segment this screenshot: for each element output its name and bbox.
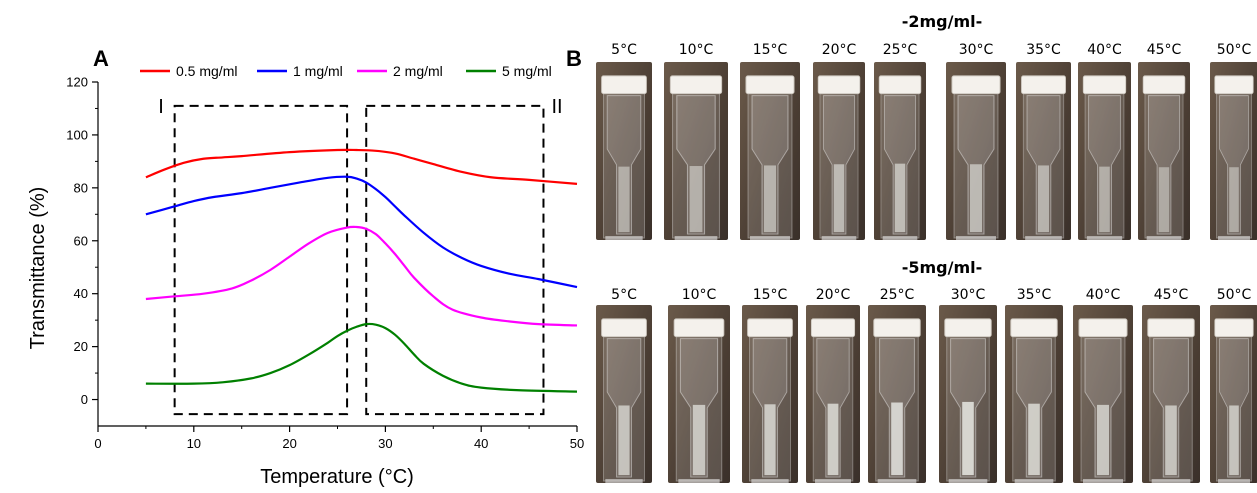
panel-b-letter: B — [566, 46, 582, 71]
photo-temp-label: 30°C — [958, 42, 994, 58]
chart-legend: 0.5 mg/ml 1 mg/ml 2 mg/ml 5 mg/ml — [140, 63, 552, 79]
legend-label-2: 1 mg/ml — [293, 63, 343, 79]
group-title-5mg: -5mg/ml- — [901, 258, 983, 277]
photo-temp-label: 50°C — [1216, 42, 1252, 58]
transmittance-panel: A 0 10 20 30 40 50 0 20 40 60 80 100 120 0.5 mg/ml 1 … — [0, 0, 585, 488]
photo-temp-label: 25°C — [879, 287, 915, 303]
photo-temp-label: 5°C — [611, 42, 637, 58]
series-line-3 — [145, 225, 578, 327]
photo-temp-label: 10°C — [681, 287, 717, 303]
group-title-2mg: -2mg/ml- — [901, 12, 983, 31]
y-tick-label: 100 — [66, 127, 88, 142]
cuvette-photo — [668, 305, 730, 483]
x-axis-label: Temperature (°C) — [260, 466, 414, 488]
cuvette-photo — [1138, 62, 1190, 240]
data-series — [145, 148, 578, 393]
cuvette-photo — [946, 62, 1006, 240]
cuvette-photo — [1016, 62, 1071, 240]
panel-a-letter: A — [93, 46, 109, 71]
dashed-region-1 — [173, 104, 349, 416]
cuvette-photo — [1073, 305, 1133, 483]
legend-label-4: 5 mg/ml — [502, 63, 552, 79]
y-axis-label: Transmittance (%) — [27, 187, 49, 350]
cuvette-photos-panel: B -2mg/ml- -5mg/ml- 5°C 10°C 15°C 20°C 25°C 3… — [560, 0, 1257, 488]
series-line-2 — [145, 175, 578, 289]
cuvette-photo — [1005, 305, 1063, 483]
y-tick-label: 0 — [81, 392, 88, 407]
photo-temp-label: 35°C — [1026, 42, 1061, 58]
legend-label-1: 0.5 mg/ml — [176, 63, 237, 79]
x-tick-label: 50 — [570, 436, 584, 451]
cuvette-photo — [1210, 62, 1257, 240]
photo-temp-label: 35°C — [1016, 287, 1052, 303]
dashed-regions — [173, 104, 545, 416]
axes: 0 10 20 30 40 50 0 20 40 60 80 100 120 — [66, 75, 584, 452]
legend-label-3: 2 mg/ml — [393, 63, 443, 79]
region-label-ii: II — [551, 96, 562, 118]
photo-temp-label: 15°C — [752, 287, 788, 303]
photo-temp-label: 5°C — [611, 287, 637, 303]
cuvette-photo — [742, 305, 798, 483]
y-tick-label: 80 — [74, 180, 88, 195]
x-tick-label: 40 — [474, 436, 488, 451]
photo-temp-label: 40°C — [1085, 287, 1121, 303]
y-tick-label: 20 — [74, 339, 88, 354]
cuvette-photo — [1210, 305, 1257, 483]
y-tick-label: 60 — [74, 233, 88, 248]
cuvette-photo — [664, 62, 728, 240]
photo-temp-label: 10°C — [678, 42, 714, 58]
cuvette-photo — [806, 305, 860, 483]
region-label-i: I — [158, 96, 164, 118]
photo-temp-label: 40°C — [1087, 42, 1122, 58]
photo-temp-label: 20°C — [815, 287, 851, 303]
x-tick-label: 20 — [282, 436, 296, 451]
photo-temp-label: 25°C — [882, 42, 918, 58]
transmittance-chart: 0 10 20 30 40 50 0 20 40 60 80 100 120 0.5 mg/ml 1 mg… — [27, 63, 584, 488]
cuvette-photo — [1078, 62, 1131, 240]
x-tick-label: 0 — [94, 436, 101, 451]
photo-temp-label: 45°C — [1146, 42, 1182, 58]
y-tick-label: 120 — [66, 75, 88, 90]
cuvette-photo — [813, 62, 865, 240]
cuvette-photo — [874, 62, 926, 240]
photo-temp-label: 45°C — [1153, 287, 1189, 303]
photo-temp-label: 20°C — [821, 42, 857, 58]
x-tick-label: 30 — [378, 436, 392, 451]
series-line-1 — [145, 148, 578, 185]
cuvette-photo — [740, 62, 800, 240]
cuvette-photo — [1142, 305, 1200, 483]
dashed-region-2 — [365, 104, 545, 416]
y-tick-label: 40 — [74, 286, 88, 301]
photo-temp-label: 15°C — [752, 42, 788, 58]
series-line-4 — [145, 322, 578, 393]
photo-temp-label: 50°C — [1216, 287, 1252, 303]
cuvette-photo — [596, 305, 652, 483]
x-tick-label: 10 — [187, 436, 201, 451]
photo-temp-label: 30°C — [950, 287, 986, 303]
cuvette-photo — [596, 62, 652, 240]
cuvette-photo — [939, 305, 997, 483]
cuvette-photo — [868, 305, 926, 483]
